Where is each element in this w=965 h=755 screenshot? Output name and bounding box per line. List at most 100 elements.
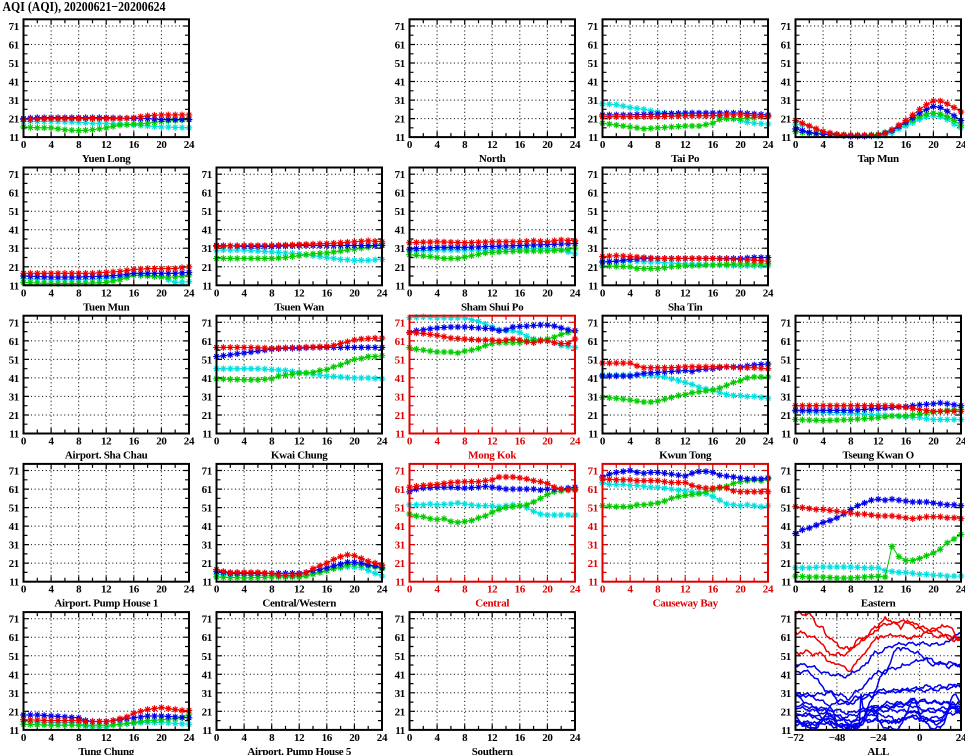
svg-text:51: 51 [202, 206, 212, 218]
svg-text:21: 21 [202, 410, 212, 422]
svg-text:11: 11 [202, 280, 212, 292]
svg-text:0: 0 [407, 139, 413, 151]
svg-text:11: 11 [395, 725, 405, 737]
svg-text:61: 61 [781, 632, 791, 644]
svg-text:31: 31 [588, 391, 598, 403]
svg-text:0: 0 [600, 287, 606, 299]
svg-text:0: 0 [793, 436, 799, 448]
svg-text:41: 41 [781, 669, 791, 681]
svg-text:24: 24 [956, 436, 965, 448]
svg-text:31: 31 [202, 243, 212, 255]
svg-text:21: 21 [9, 114, 19, 126]
svg-text:61: 61 [9, 484, 19, 496]
svg-text:41: 41 [202, 521, 212, 533]
svg-text:71: 71 [781, 614, 791, 626]
svg-text:0: 0 [407, 287, 413, 299]
svg-text:0: 0 [21, 139, 27, 151]
svg-text:41: 41 [588, 225, 598, 237]
svg-text:31: 31 [9, 688, 19, 700]
svg-text:51: 51 [395, 58, 405, 70]
svg-text:20: 20 [928, 139, 939, 151]
svg-text:16: 16 [129, 287, 140, 299]
svg-text:16: 16 [515, 139, 526, 151]
svg-text:21: 21 [588, 262, 598, 274]
svg-text:31: 31 [588, 540, 598, 552]
svg-text:24: 24 [377, 436, 388, 448]
svg-text:16: 16 [515, 287, 526, 299]
svg-text:24: 24 [570, 287, 581, 299]
svg-text:24: 24 [184, 732, 195, 744]
svg-text:11: 11 [202, 429, 212, 441]
svg-text:Kwai Chung: Kwai Chung [271, 450, 328, 462]
svg-text:−48: −48 [829, 732, 846, 744]
svg-text:20: 20 [156, 139, 167, 151]
svg-text:11: 11 [781, 725, 791, 737]
svg-text:Eastern: Eastern [861, 598, 896, 610]
svg-text:20: 20 [735, 287, 746, 299]
svg-text:51: 51 [202, 503, 212, 515]
svg-text:61: 61 [588, 336, 598, 348]
svg-text:20: 20 [349, 287, 360, 299]
svg-text:16: 16 [515, 584, 526, 596]
svg-text:4: 4 [820, 584, 826, 596]
svg-text:61: 61 [781, 336, 791, 348]
svg-text:4: 4 [434, 436, 440, 448]
svg-text:71: 71 [588, 466, 598, 478]
svg-text:20: 20 [735, 139, 746, 151]
svg-text:11: 11 [781, 577, 791, 589]
svg-text:24: 24 [377, 584, 388, 596]
svg-text:24: 24 [956, 584, 965, 596]
svg-text:4: 4 [627, 436, 633, 448]
svg-text:61: 61 [588, 40, 598, 52]
svg-text:31: 31 [9, 391, 19, 403]
svg-text:51: 51 [781, 651, 791, 663]
svg-text:20: 20 [542, 436, 553, 448]
svg-text:8: 8 [655, 584, 661, 596]
svg-text:12: 12 [101, 287, 112, 299]
svg-text:−72: −72 [787, 732, 804, 744]
svg-text:12: 12 [680, 584, 691, 596]
svg-text:51: 51 [202, 354, 212, 366]
svg-text:12: 12 [873, 139, 884, 151]
svg-text:Airport. Pump House 5: Airport. Pump House 5 [247, 746, 352, 755]
svg-text:71: 71 [395, 169, 405, 181]
svg-text:4: 4 [627, 584, 633, 596]
svg-text:12: 12 [680, 139, 691, 151]
svg-text:21: 21 [781, 706, 791, 718]
svg-text:8: 8 [76, 287, 82, 299]
svg-text:31: 31 [9, 243, 19, 255]
svg-text:51: 51 [588, 354, 598, 366]
svg-text:Southern: Southern [472, 746, 513, 755]
svg-text:21: 21 [588, 114, 598, 126]
svg-text:Tung Chung: Tung Chung [78, 746, 134, 755]
svg-text:41: 41 [395, 521, 405, 533]
svg-text:21: 21 [202, 706, 212, 718]
svg-text:71: 71 [202, 169, 212, 181]
svg-text:31: 31 [9, 95, 19, 107]
svg-text:Central/Western: Central/Western [262, 598, 336, 610]
svg-text:12: 12 [873, 436, 884, 448]
svg-text:0: 0 [214, 287, 220, 299]
svg-text:12: 12 [487, 287, 498, 299]
svg-text:41: 41 [202, 669, 212, 681]
svg-text:41: 41 [781, 77, 791, 89]
svg-text:12: 12 [294, 732, 305, 744]
svg-text:Tsuen Wan: Tsuen Wan [274, 301, 324, 313]
svg-text:71: 71 [588, 317, 598, 329]
svg-text:51: 51 [395, 354, 405, 366]
svg-text:11: 11 [9, 725, 19, 737]
svg-text:21: 21 [781, 114, 791, 126]
svg-text:Causeway Bay: Causeway Bay [653, 598, 719, 610]
svg-text:Tseung Kwan O: Tseung Kwan O [842, 450, 914, 462]
svg-text:4: 4 [48, 732, 54, 744]
svg-text:4: 4 [434, 287, 440, 299]
svg-text:8: 8 [848, 436, 854, 448]
svg-text:24: 24 [570, 139, 581, 151]
svg-text:51: 51 [588, 206, 598, 218]
svg-text:4: 4 [48, 139, 54, 151]
svg-text:11: 11 [395, 577, 405, 589]
svg-text:61: 61 [395, 484, 405, 496]
svg-text:24: 24 [763, 287, 774, 299]
svg-text:61: 61 [395, 188, 405, 200]
svg-text:12: 12 [101, 732, 112, 744]
